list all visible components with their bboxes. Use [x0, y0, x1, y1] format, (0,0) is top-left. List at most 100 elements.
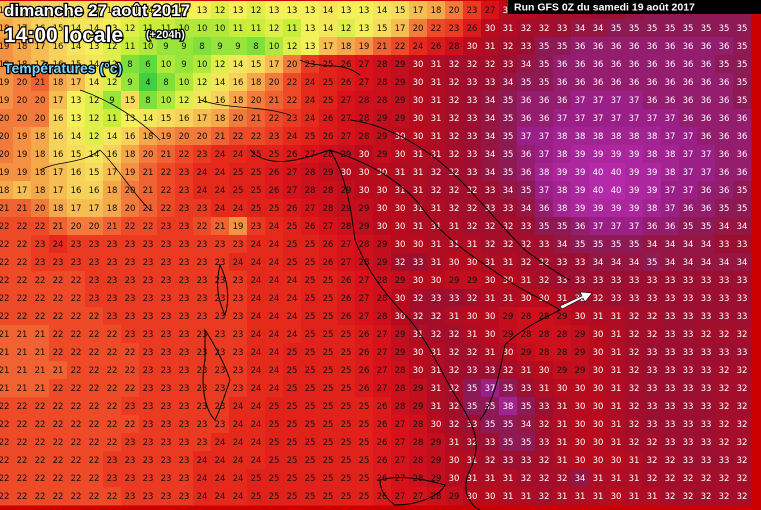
temperature-cell: [13, 397, 32, 416]
temperature-value: 38: [503, 402, 514, 412]
temperature-cell: [589, 109, 608, 128]
temperature-value: 36: [683, 204, 694, 214]
temperature-cell: [571, 55, 590, 74]
temperature-value: 33: [467, 78, 478, 88]
temperature-cell: [535, 343, 554, 362]
temperature-value: 32: [719, 330, 730, 340]
temperature-cell: [733, 109, 752, 128]
temperature-cell: [409, 235, 428, 254]
temperature-value: 22: [0, 438, 9, 448]
temperature-value: 32: [503, 240, 514, 250]
temperature-value: 39: [575, 150, 586, 160]
temperature-cell: [85, 343, 104, 362]
temperature-value: 33: [701, 312, 712, 322]
temperature-value: 23: [179, 294, 190, 304]
temperature-value: 24: [269, 222, 280, 232]
temperature-cell: [427, 37, 446, 56]
temperature-value: 37: [665, 204, 676, 214]
temperature-cell: [643, 91, 662, 110]
temperature-value: 22: [71, 366, 82, 376]
temperature-cell: [337, 253, 356, 272]
temperature-value: 22: [0, 312, 9, 322]
temperature-cell: [697, 109, 716, 128]
temperature-cell: [607, 289, 626, 308]
temperature-value: 31: [449, 222, 460, 232]
temperature-cell: [13, 55, 32, 74]
temperature-cell: [355, 325, 374, 344]
temperature-value: 22: [125, 366, 136, 376]
temperature-cell: [265, 361, 284, 380]
temperature-value: 21: [35, 348, 46, 358]
temperature-value: 33: [683, 294, 694, 304]
temperature-value: 22: [125, 222, 136, 232]
temperature-cell: [247, 181, 266, 200]
temperature-cell: [589, 181, 608, 200]
temperature-cell: [247, 199, 266, 218]
temperature-value: 23: [125, 312, 136, 322]
temperature-cell: [193, 343, 212, 362]
temperature-cell: [265, 55, 284, 74]
temperature-value: 32: [485, 60, 496, 70]
temperature-value: 31: [431, 222, 442, 232]
temperature-cell: [427, 361, 446, 380]
temperature-value: 39: [647, 186, 658, 196]
temperature-cell: [625, 19, 644, 38]
temperature-cell: [13, 127, 32, 146]
temperature-cell: [607, 343, 626, 362]
temperature-value: 36: [701, 78, 712, 88]
temperature-cell: [553, 271, 572, 290]
temperature-value: 23: [161, 366, 172, 376]
temperature-cell: [265, 19, 284, 38]
temperature-value: 29: [449, 276, 460, 286]
temperature-value: 25: [305, 492, 316, 502]
temperature-value: 26: [341, 78, 352, 88]
temperature-cell: [85, 37, 104, 56]
temperature-value: 22: [35, 312, 46, 322]
temperature-cell: [211, 253, 230, 272]
temperature-value: 22: [17, 312, 28, 322]
temperature-cell: [49, 379, 68, 398]
temperature-cell: [121, 379, 140, 398]
temperature-value: 38: [665, 150, 676, 160]
temperature-cell: [535, 109, 554, 128]
temperature-cell: [337, 361, 356, 380]
temperature-value: 34: [647, 240, 658, 250]
temperature-cell: [535, 199, 554, 218]
temperature-value: 22: [107, 492, 118, 502]
temperature-cell: [31, 289, 50, 308]
temperature-value: 36: [575, 78, 586, 88]
temperature-cell: [517, 37, 536, 56]
temperature-cell: [319, 325, 338, 344]
temperature-value: 19: [17, 168, 28, 178]
temperature-value: 22: [0, 474, 9, 484]
temperature-cell: [499, 253, 518, 272]
temperature-value: 31: [629, 456, 640, 466]
temperature-cell: [679, 289, 698, 308]
temperature-cell: [517, 217, 536, 236]
temperature-cell: [85, 19, 104, 38]
temperature-value: 23: [107, 456, 118, 466]
temperature-cell: [121, 307, 140, 326]
temperature-cell: [715, 289, 734, 308]
temperature-cell: [0, 397, 14, 416]
temperature-value: 20: [251, 96, 262, 106]
temperature-value: 26: [377, 438, 388, 448]
temperature-value: 24: [269, 348, 280, 358]
temperature-cell: [625, 307, 644, 326]
temperature-cell: [301, 289, 320, 308]
temperature-cell: [283, 379, 302, 398]
temperature-value: 33: [665, 438, 676, 448]
temperature-value: 25: [323, 330, 334, 340]
temperature-value: 22: [53, 474, 64, 484]
temperature-value: 31: [611, 312, 622, 322]
temperature-value: 31: [467, 474, 478, 484]
temperature-cell: [319, 217, 338, 236]
temperature-cell: [157, 37, 176, 56]
temperature-cell: [679, 109, 698, 128]
temperature-value: 23: [179, 384, 190, 394]
temperature-value: 23: [143, 384, 154, 394]
temperature-value: 17: [89, 204, 100, 214]
temperature-value: 18: [0, 186, 9, 196]
temperature-value: 23: [215, 276, 226, 286]
temperature-value: 32: [629, 402, 640, 412]
